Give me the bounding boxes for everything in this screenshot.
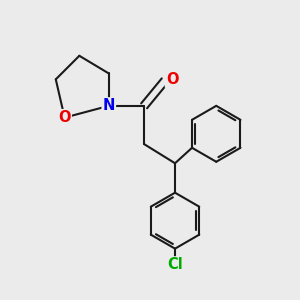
Text: Cl: Cl — [167, 257, 183, 272]
Text: O: O — [166, 72, 178, 87]
Text: N: N — [103, 98, 115, 113]
Text: O: O — [58, 110, 71, 125]
